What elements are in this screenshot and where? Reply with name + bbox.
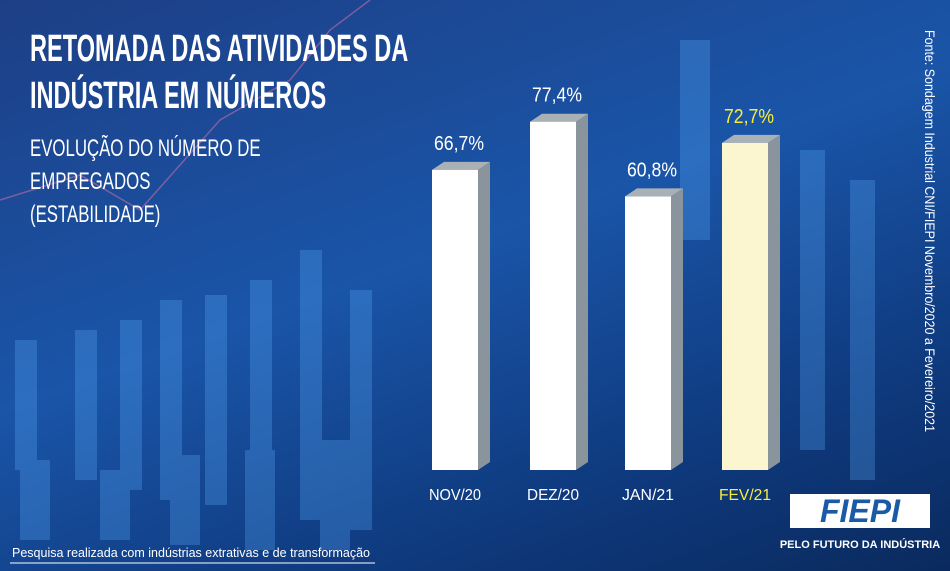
x-tick-label: NOV/20 [429,487,481,504]
title: RETOMADA DAS ATIVIDADES DA INDÚSTRIA EM … [30,28,408,117]
bar-side [478,161,490,470]
source: Fonte: Sondagem Industrial CNI/FIEPI Nov… [922,30,938,432]
value-label: 77,4% [532,85,582,107]
bar-side [671,188,683,470]
logo: FIEPI [820,493,901,529]
tagline: PELO FUTURO DA INDÚSTRIA [780,538,940,551]
bar [625,196,671,470]
bar [722,142,768,470]
x-tick-label: FEV/21 [719,487,771,504]
bar-top [432,161,490,170]
value-label: 72,7% [724,106,774,128]
value-label: 66,7% [434,133,484,155]
bar [530,121,576,470]
bar-side [768,134,780,470]
footnote: Pesquisa realizada com indústrias extrat… [12,545,370,560]
bar-top [625,188,683,197]
subtitle: EVOLUÇÃO DO NÚMERO DE EMPREGADOS (ESTABI… [30,135,261,228]
value-label: 60,8% [627,159,677,181]
logo-box [790,494,930,528]
background-line [0,0,371,211]
bar-side [576,113,588,470]
bar-top [530,113,588,122]
bar [432,169,478,470]
bar-top [722,134,780,143]
x-tick-label: JAN/21 [622,487,674,504]
x-tick-label: DEZ/20 [527,487,579,504]
background-decoration [15,40,875,550]
